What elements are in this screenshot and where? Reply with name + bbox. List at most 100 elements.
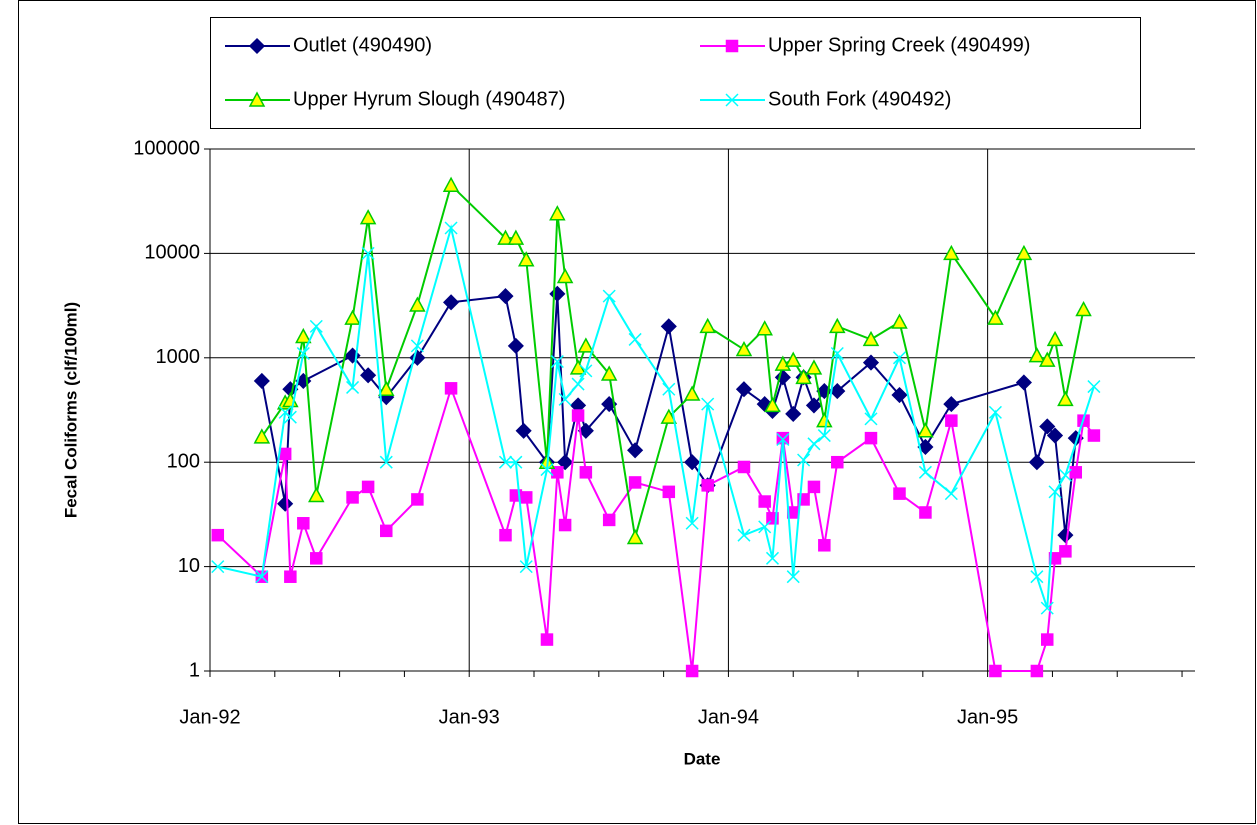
data-point <box>497 288 514 305</box>
x-tick-label: Jan-93 <box>439 706 500 728</box>
data-point <box>359 209 377 225</box>
data-point <box>551 466 564 479</box>
y-tick-label: 100 <box>167 450 200 472</box>
data-point <box>310 552 323 565</box>
data-point <box>507 337 524 354</box>
data-point <box>1046 427 1064 444</box>
data-point <box>277 495 294 512</box>
y-tick-label: 1000 <box>156 346 201 368</box>
data-point <box>892 351 907 365</box>
data-point <box>1087 429 1101 442</box>
legend-marker <box>248 91 266 107</box>
data-point <box>297 517 310 530</box>
data-point <box>1015 244 1033 261</box>
data-point <box>662 485 676 499</box>
data-point <box>361 246 375 260</box>
data-point <box>786 570 800 584</box>
data-point <box>660 318 677 335</box>
data-point <box>295 327 312 344</box>
data-point <box>917 422 934 438</box>
data-point <box>737 460 751 474</box>
data-point <box>577 422 594 439</box>
data-point <box>602 289 616 303</box>
data-point <box>1048 485 1062 499</box>
data-point <box>296 346 310 361</box>
data-point <box>735 340 753 357</box>
data-point <box>253 428 271 444</box>
data-point <box>507 229 525 245</box>
data-point <box>211 528 225 542</box>
data-point <box>758 520 772 534</box>
data-point <box>515 422 532 439</box>
data-point <box>774 369 791 386</box>
data-point <box>989 664 1002 678</box>
x-tick-label: Jan-92 <box>179 706 240 728</box>
data-point <box>917 438 934 456</box>
data-point <box>278 447 292 461</box>
data-point <box>557 454 574 471</box>
data-point <box>579 466 593 479</box>
data-point <box>662 382 676 396</box>
data-point <box>540 463 554 477</box>
data-point <box>602 513 616 527</box>
data-point <box>497 229 514 245</box>
data-point <box>579 364 593 378</box>
data-point <box>540 633 554 646</box>
data-point <box>361 480 375 494</box>
data-point <box>410 339 424 353</box>
data-point <box>211 560 225 574</box>
data-point <box>253 372 270 390</box>
data-point <box>943 396 960 413</box>
data-point <box>893 487 906 500</box>
data-point <box>988 405 1002 419</box>
data-point <box>558 392 572 406</box>
data-point <box>1075 300 1092 317</box>
data-point <box>309 319 323 333</box>
data-point <box>862 354 880 371</box>
data-point <box>864 431 878 445</box>
data-point <box>379 455 393 469</box>
data-point <box>600 365 618 381</box>
data-point <box>685 664 699 678</box>
data-point <box>409 349 426 366</box>
data-point <box>283 410 297 424</box>
data-point <box>1059 545 1072 558</box>
data-point <box>1041 633 1054 646</box>
data-point <box>944 487 958 501</box>
data-point <box>701 479 714 492</box>
data-point <box>816 412 833 428</box>
data-point <box>758 495 771 508</box>
data-point <box>1046 330 1064 347</box>
data-point <box>684 454 701 471</box>
data-point <box>699 317 716 334</box>
data-point <box>765 551 780 565</box>
data-point <box>807 480 821 494</box>
data-point <box>776 432 790 447</box>
data-point <box>831 455 844 469</box>
data-point <box>945 414 958 427</box>
data-point <box>795 368 812 385</box>
data-point <box>1087 380 1101 394</box>
legend-marker <box>725 39 739 53</box>
data-point <box>284 570 297 583</box>
data-point <box>1030 570 1044 584</box>
data-point <box>737 528 751 542</box>
data-point <box>818 539 831 552</box>
data-point <box>626 528 644 545</box>
data-point <box>1039 418 1056 435</box>
data-point <box>756 320 773 336</box>
data-point <box>683 385 701 401</box>
legend-label: Upper Spring Creek (490499) <box>768 34 1030 56</box>
data-point <box>346 380 360 394</box>
data-point <box>807 437 821 451</box>
x-tick-label: Jan-95 <box>957 706 1018 728</box>
data-point <box>411 493 424 506</box>
data-point <box>517 251 535 267</box>
data-point <box>509 455 523 469</box>
data-point <box>784 351 802 367</box>
data-point <box>442 176 460 192</box>
data-point <box>891 386 908 404</box>
data-point <box>805 359 823 375</box>
data-point <box>571 377 585 391</box>
